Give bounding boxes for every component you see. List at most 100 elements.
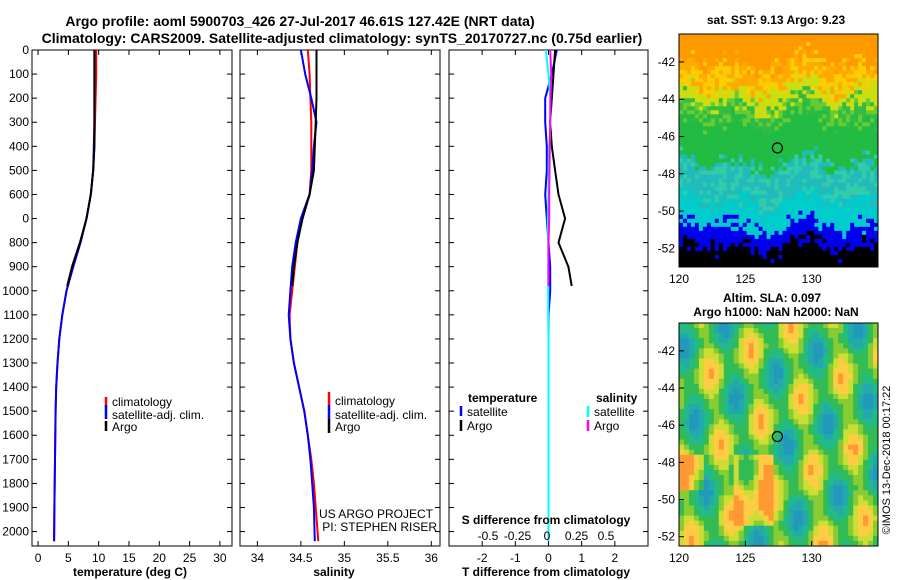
sst-cell bbox=[742, 110, 748, 115]
sla-cell bbox=[718, 490, 725, 496]
sst-cell bbox=[774, 110, 779, 115]
sst-cell bbox=[806, 34, 811, 39]
sst-cell bbox=[810, 74, 815, 79]
sst-cell bbox=[870, 74, 875, 79]
sla-cell bbox=[788, 525, 794, 532]
sst-cell bbox=[838, 158, 843, 163]
sst-cell bbox=[810, 210, 815, 216]
sla-cell bbox=[738, 323, 745, 329]
sla-cell bbox=[718, 480, 725, 486]
sla-cell bbox=[679, 530, 685, 537]
sst-cell bbox=[806, 122, 811, 127]
sst-cell bbox=[854, 138, 859, 143]
sst-cell bbox=[842, 126, 847, 131]
sla-cell bbox=[768, 358, 774, 364]
sla-cell bbox=[738, 515, 745, 522]
sst-cell bbox=[742, 146, 748, 151]
sst-cell bbox=[862, 186, 867, 192]
sst-cell bbox=[702, 210, 708, 216]
sst-cell bbox=[858, 106, 863, 111]
sst-cell bbox=[750, 78, 756, 83]
sst-cell bbox=[874, 238, 879, 244]
sla-cell bbox=[833, 490, 839, 496]
sla-cell bbox=[848, 510, 854, 516]
sst-cell bbox=[874, 254, 879, 260]
sla-cell bbox=[679, 469, 685, 476]
sst-cell bbox=[730, 258, 736, 264]
sst-cell bbox=[818, 86, 823, 91]
sst-cell bbox=[682, 78, 688, 83]
sla-cell bbox=[758, 363, 764, 370]
sst-cell bbox=[846, 262, 851, 268]
sla-cell bbox=[733, 323, 740, 329]
sst-cell bbox=[694, 238, 700, 244]
sst-cell bbox=[694, 94, 700, 99]
sla-cell bbox=[698, 378, 705, 385]
sst-cell bbox=[814, 250, 819, 256]
sla-cell bbox=[778, 480, 784, 486]
sst-cell bbox=[742, 222, 748, 228]
sla-cell bbox=[733, 363, 740, 370]
sst-cell bbox=[714, 110, 720, 115]
sst-cell bbox=[842, 186, 847, 192]
sst-cell bbox=[746, 66, 752, 71]
sst-cell bbox=[838, 222, 843, 228]
sst-cell bbox=[734, 186, 740, 192]
sla-cell bbox=[833, 393, 839, 400]
sst-cell bbox=[730, 246, 736, 252]
sla-cell bbox=[683, 439, 690, 446]
sla-cell bbox=[823, 459, 829, 466]
sst-cell bbox=[766, 194, 771, 200]
sla-cell bbox=[763, 424, 769, 430]
sla-cell bbox=[698, 469, 705, 476]
sst-cell bbox=[874, 230, 879, 236]
sla-cell bbox=[803, 363, 809, 370]
sst-cell bbox=[679, 122, 684, 127]
sla-cell bbox=[703, 444, 710, 451]
sla-cell bbox=[808, 328, 814, 334]
sst-cell bbox=[830, 94, 835, 99]
sst-cell bbox=[814, 54, 819, 59]
sst-cell bbox=[822, 254, 827, 260]
legend-label-temperature-satellite: satellite bbox=[467, 405, 508, 419]
sst-cell bbox=[818, 262, 823, 268]
sst-cell bbox=[679, 254, 684, 260]
sla-cell bbox=[728, 368, 735, 375]
sst-cell bbox=[846, 74, 851, 79]
sst-cell bbox=[766, 174, 771, 180]
sst-cell bbox=[750, 206, 756, 212]
sst-cell bbox=[686, 130, 692, 135]
sst-cell bbox=[806, 246, 811, 252]
sst-cell bbox=[838, 238, 843, 244]
sst-cell bbox=[698, 114, 704, 119]
sst-cell bbox=[858, 186, 863, 192]
sst-cell bbox=[710, 182, 716, 188]
sst-cell bbox=[866, 170, 871, 176]
sla-cell bbox=[688, 515, 695, 522]
sst-cell bbox=[750, 150, 756, 155]
sla-cell bbox=[708, 333, 715, 339]
sst-cell bbox=[722, 130, 728, 135]
sst-cell bbox=[702, 142, 708, 147]
sst-cell bbox=[870, 58, 875, 63]
sst-cell bbox=[758, 46, 763, 51]
sla-cell bbox=[768, 419, 774, 425]
sla-cell bbox=[818, 495, 824, 501]
sla-cell bbox=[723, 434, 730, 440]
sla-cell bbox=[693, 353, 700, 359]
sla-cell bbox=[863, 490, 869, 496]
sla-cell bbox=[853, 505, 859, 511]
sst-cell bbox=[702, 250, 708, 256]
sst-cell bbox=[790, 166, 795, 171]
sst-cell bbox=[746, 54, 752, 59]
sst-cell bbox=[794, 242, 799, 248]
sla-cell bbox=[838, 424, 844, 430]
sst-cell bbox=[822, 50, 827, 55]
sla-cell bbox=[818, 368, 824, 375]
sst-cell bbox=[862, 114, 867, 119]
sla-cell bbox=[763, 469, 769, 476]
sla-cell bbox=[723, 388, 730, 395]
sla-cell bbox=[698, 429, 705, 435]
sst-cell bbox=[782, 102, 787, 107]
sla-cell bbox=[743, 414, 750, 420]
